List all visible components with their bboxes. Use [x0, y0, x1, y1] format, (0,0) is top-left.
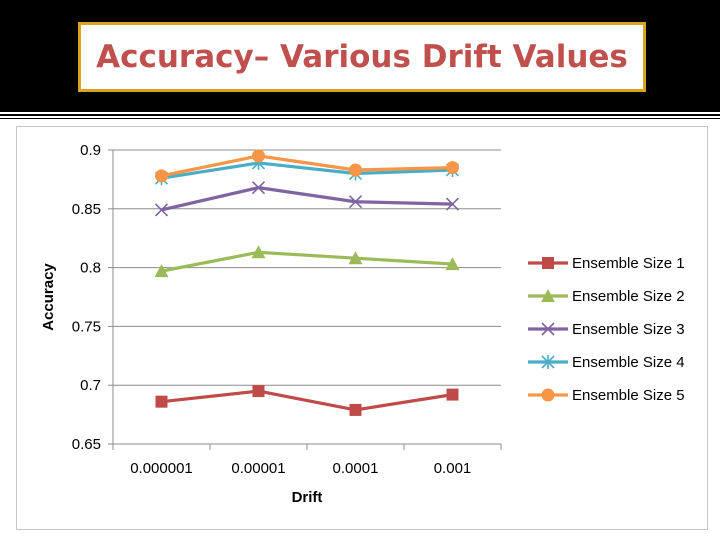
y-tick-label-2: 0.75: [72, 318, 101, 335]
legend-label-2: Ensemble Size 2: [572, 288, 685, 305]
legend-label-1: Ensemble Size 1: [572, 255, 685, 272]
y-tick-label-5: 0.9: [80, 142, 101, 159]
data-point-s3-0: [154, 203, 169, 217]
slide-title: Accuracy– Various Drift Values: [96, 39, 628, 75]
y-axis-title: Accuracy: [40, 263, 57, 331]
data-point-s5-3: [446, 161, 459, 175]
legend-item-5: Ensemble Size 5: [528, 387, 685, 404]
legend-marker-2: [541, 289, 555, 302]
legend-marker-1: [542, 257, 554, 269]
data-point-s2-1: [251, 245, 266, 259]
legend-marker-3: [541, 322, 555, 336]
legend-marker-4: [541, 355, 555, 369]
y-tick-label-0: 0.65: [72, 436, 101, 453]
title-box: Accuracy– Various Drift Values: [78, 22, 646, 92]
line-chart: 0.65 0.7 0.75 0.8 0.85 0.9 0.000001 0.00001 0.00…: [40, 142, 685, 506]
legend-item-2: Ensemble Size 2: [528, 288, 685, 305]
data-point-s3-3: [445, 197, 460, 211]
data-point-s2-0: [154, 264, 169, 278]
x-tick-label-2: 0.0001: [333, 460, 379, 477]
data-point-s3-2: [348, 195, 363, 209]
series-line-1: [161, 389, 453, 412]
legend-item-4: Ensemble Size 4: [528, 354, 685, 371]
data-point-s5-2: [349, 163, 362, 177]
header-divider-thin: [0, 118, 720, 119]
legend-label-3: Ensemble Size 3: [572, 321, 685, 338]
y-tick-label-3: 0.8: [80, 260, 101, 277]
data-point-s1-2: [349, 403, 362, 416]
x-axis-title: Drift: [292, 489, 323, 506]
header-divider: [0, 114, 720, 116]
data-point-s3-1: [251, 181, 266, 195]
series-line-2: [161, 250, 453, 273]
data-point-s1-3: [446, 388, 459, 401]
chart-frame: 0.65 0.7 0.75 0.8 0.85 0.9 0.000001 0.00001 0.00…: [16, 126, 708, 530]
legend-marker-5: [541, 388, 555, 402]
x-tick-label-1: 0.00001: [231, 460, 285, 477]
legend-label-4: Ensemble Size 4: [572, 354, 685, 371]
x-tick-label-0: 0.000001: [130, 460, 193, 477]
data-point-s1-0: [155, 395, 168, 408]
legend-label-5: Ensemble Size 5: [572, 387, 685, 404]
data-point-s1-1: [252, 385, 265, 398]
legend-item-1: Ensemble Size 1: [528, 255, 685, 272]
series-line-3: [161, 186, 453, 212]
x-tick-label-3: 0.001: [434, 460, 472, 477]
data-point-s5-1: [252, 149, 265, 163]
data-point-s5-0: [155, 169, 168, 183]
data-point-s2-2: [348, 251, 363, 265]
y-tick-label-1: 0.7: [80, 377, 101, 394]
y-tick-label-4: 0.85: [72, 201, 101, 218]
data-point-s2-3: [445, 257, 460, 271]
series-line-4: [161, 161, 453, 180]
legend-item-3: Ensemble Size 3: [528, 321, 685, 338]
series-line-5: [161, 154, 453, 178]
